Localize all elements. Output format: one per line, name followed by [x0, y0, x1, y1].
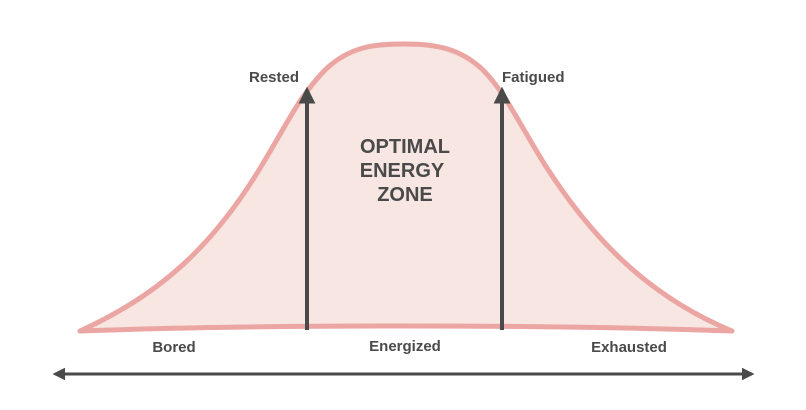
zone-title-line2: ENERGY	[360, 160, 445, 182]
fatigued-label: Fatigued	[502, 69, 565, 86]
rested-label: Rested	[249, 69, 299, 86]
energy-bell-curve	[77, 41, 735, 334]
state-energized-label: Energized	[369, 338, 441, 355]
state-bored-label: Bored	[152, 339, 195, 356]
zone-title-line1: OPTIMAL	[360, 136, 450, 158]
zone-title-line3: ZONE	[377, 184, 433, 206]
state-exhausted-label: Exhausted	[591, 339, 667, 356]
